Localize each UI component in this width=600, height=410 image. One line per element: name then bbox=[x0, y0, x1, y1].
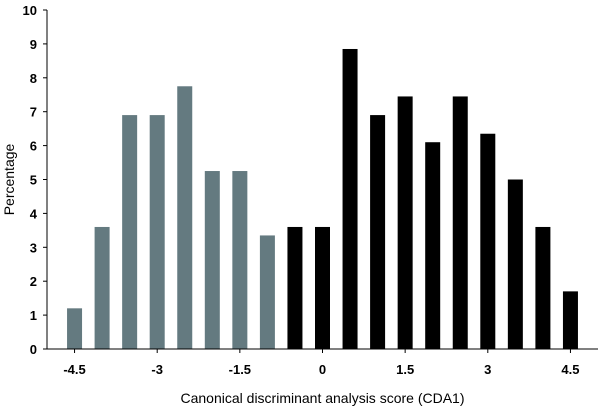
x-tick-label: -4.5 bbox=[63, 362, 85, 377]
bar-series1-1 bbox=[94, 226, 110, 349]
bar-series2-4 bbox=[397, 96, 413, 349]
bar-series1-0 bbox=[67, 308, 83, 349]
y-axis-label: Percentage bbox=[1, 143, 17, 215]
x-tick-label: 4.5 bbox=[561, 362, 579, 377]
x-tick-label: 1.5 bbox=[396, 362, 414, 377]
y-tick-label: 4 bbox=[30, 206, 38, 221]
bar-series2-1 bbox=[315, 226, 330, 349]
x-axis-ticks: -4.5 -3 -1.5 0 1.5 3 4.5 bbox=[63, 349, 579, 377]
y-axis-ticks: 0 1 2 3 4 5 6 7 8 9 10 bbox=[23, 3, 47, 357]
bar-series2-2 bbox=[342, 48, 358, 350]
y-tick-label: 2 bbox=[30, 274, 37, 289]
y-tick-label: 7 bbox=[30, 105, 37, 120]
x-tick-label: -3 bbox=[151, 362, 163, 377]
x-tick-label: 0 bbox=[319, 362, 326, 377]
bar-series2-0 bbox=[287, 226, 303, 349]
bar-series2-9 bbox=[535, 226, 551, 349]
bar-series2-3 bbox=[370, 115, 386, 349]
bar-series1-4 bbox=[177, 86, 193, 350]
bars-group bbox=[67, 48, 578, 350]
bar-series1-5 bbox=[204, 171, 220, 349]
y-tick-label: 5 bbox=[30, 173, 37, 188]
bar-series2-7 bbox=[480, 133, 496, 349]
bar-series2-10 bbox=[562, 291, 578, 349]
bar-series2-6 bbox=[452, 96, 468, 349]
x-axis-label: Canonical discriminant analysis score (C… bbox=[181, 390, 465, 406]
bar-series1-6 bbox=[232, 171, 248, 349]
y-tick-label: 3 bbox=[30, 240, 37, 255]
bar-series2-5 bbox=[425, 142, 441, 349]
bar-series1-2 bbox=[122, 115, 138, 349]
bar-series1-3 bbox=[149, 115, 165, 349]
y-tick-label: 0 bbox=[30, 342, 37, 357]
y-tick-label: 10 bbox=[23, 3, 37, 18]
x-tick-label: -1.5 bbox=[229, 362, 251, 377]
bar-series2-8 bbox=[507, 179, 523, 349]
bar-series1-7 bbox=[259, 235, 275, 349]
y-tick-label: 1 bbox=[30, 308, 37, 323]
y-tick-label: 8 bbox=[30, 71, 37, 86]
x-tick-label: 3 bbox=[484, 362, 491, 377]
y-tick-label: 9 bbox=[30, 37, 37, 52]
y-tick-label: 6 bbox=[30, 139, 37, 154]
